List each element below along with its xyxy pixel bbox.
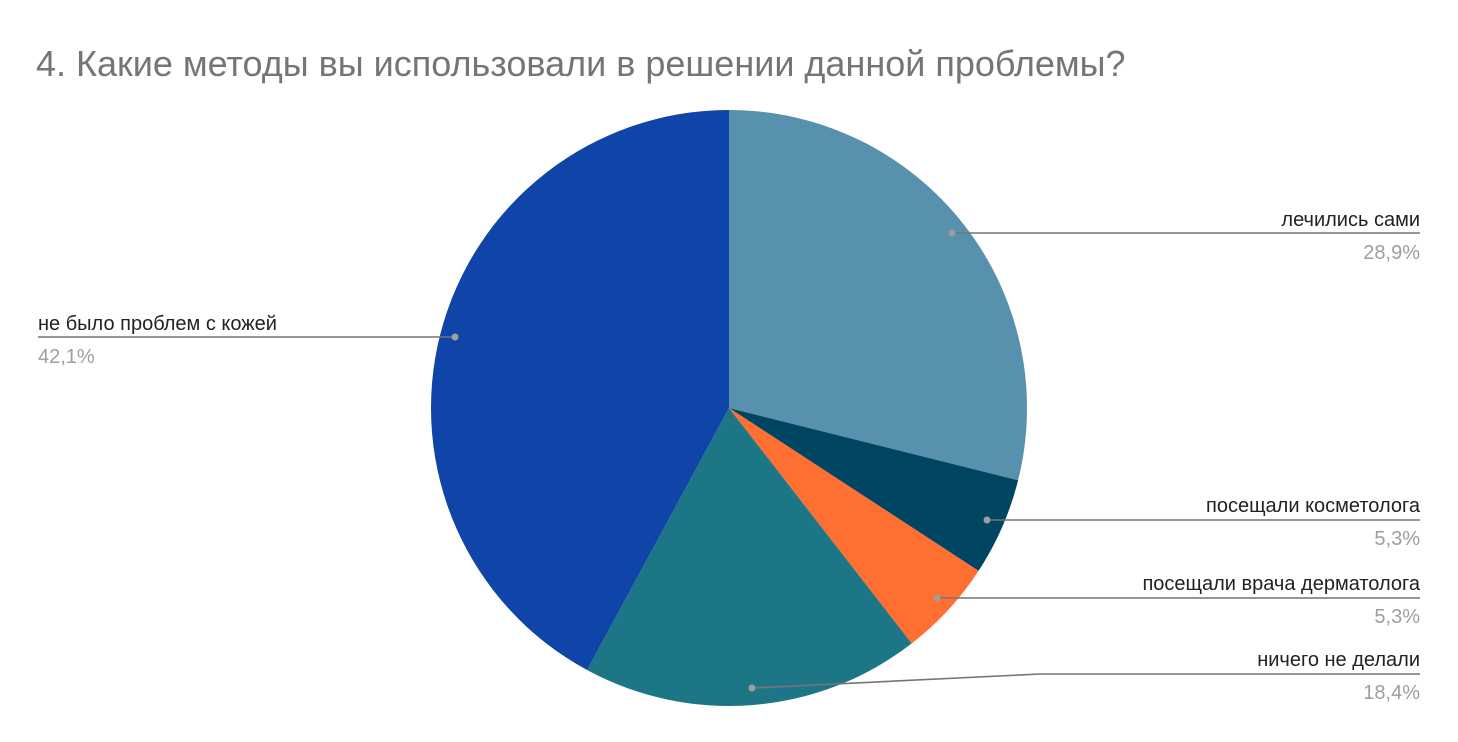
slice-percent-samolechenie: 28,9% [1363, 242, 1420, 264]
leader-dot-nichego [748, 684, 756, 692]
slice-label-nichego: ничего не делали [1257, 649, 1420, 671]
pie-slice-nichego [587, 408, 912, 707]
leader-dot-samolechenie [948, 229, 956, 237]
leader-line-nichego [751, 673, 1420, 689]
leader-dot-kosmetolog [983, 516, 991, 524]
pie-slice-net-problem [430, 110, 729, 671]
slice-percent-nichego: 18,4% [1363, 682, 1420, 704]
pie-slices [430, 110, 1028, 707]
slice-label-samolechenie: лечились сами [1281, 209, 1420, 231]
leader-dot-net-problem [451, 333, 459, 341]
leader-lines [38, 229, 1420, 692]
pie-slice-kosmetolog [729, 408, 1019, 571]
pie-slice-samolechenie [729, 110, 1028, 481]
slice-label-kosmetolog: посещали косметолога [1206, 495, 1421, 517]
slice-percent-net-problem: 42,1% [38, 346, 95, 368]
leader-dot-dermatolog [933, 594, 941, 602]
pie-slice-dermatolog [729, 408, 979, 644]
slice-percent-kosmetolog: 5,3% [1374, 528, 1420, 550]
chart-title: 4. Какие методы вы использовали в решени… [36, 43, 1126, 84]
slice-label-net-problem: не было проблем с кожей [38, 313, 277, 335]
slice-percent-dermatolog: 5,3% [1374, 606, 1420, 628]
slice-label-dermatolog: посещали врача дерматолога [1142, 573, 1420, 595]
